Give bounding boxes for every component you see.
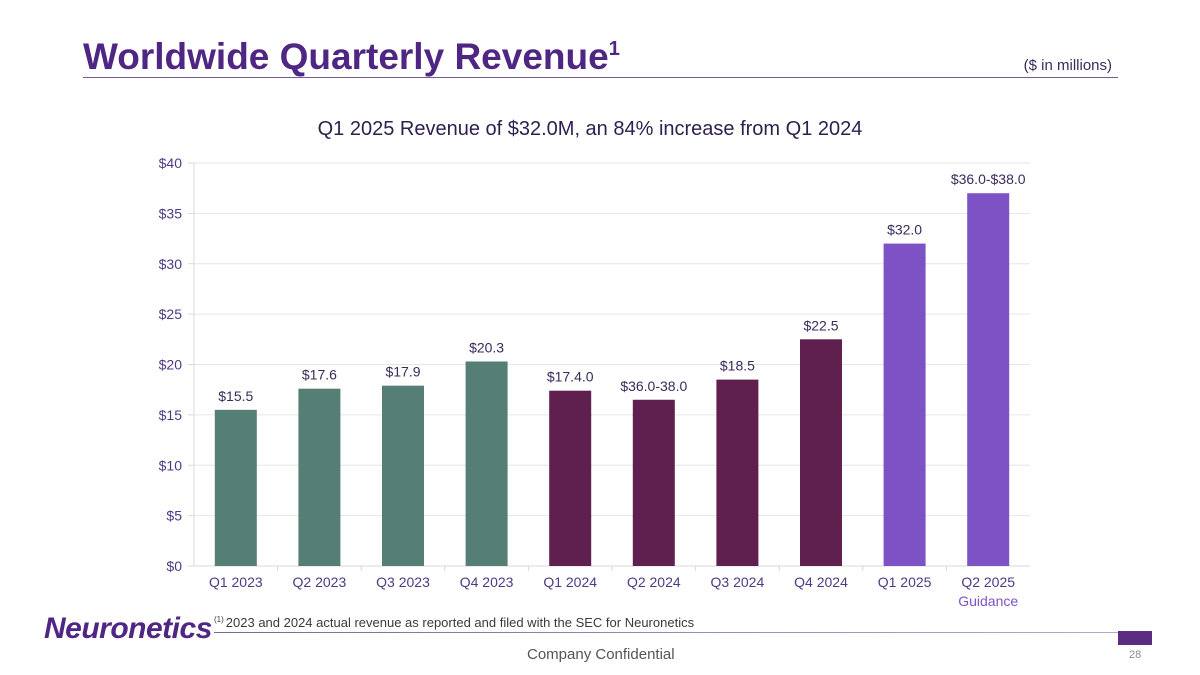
data-label: $32.0 xyxy=(887,222,922,238)
y-tick-label: $30 xyxy=(159,256,183,272)
bar xyxy=(800,339,842,566)
y-tick-label: $40 xyxy=(159,155,183,171)
y-tick-label: $5 xyxy=(166,508,182,524)
y-tick-label: $0 xyxy=(166,558,182,574)
slide-title: Worldwide Quarterly Revenue1 xyxy=(83,36,620,78)
bar xyxy=(716,379,759,566)
bar xyxy=(465,361,508,566)
data-label: $18.5 xyxy=(720,358,755,374)
x-tick-label: Q3 2024 xyxy=(711,574,765,590)
data-label: $17.6 xyxy=(302,367,337,383)
x-tick-label: Q1 2024 xyxy=(543,574,597,590)
bar xyxy=(298,388,341,566)
x-tick-label: Q1 2025 xyxy=(878,574,932,590)
footnote-marker: (1) xyxy=(214,615,224,624)
footnote: (1) 2023 and 2024 actual revenue as repor… xyxy=(214,615,694,630)
y-tick-label: $35 xyxy=(159,205,183,221)
bar xyxy=(549,390,592,566)
x-tick-label: Q1 2023 xyxy=(209,574,263,590)
data-label: $36.0-$38.0 xyxy=(951,171,1026,187)
data-label: $17.4.0 xyxy=(547,369,594,385)
x-tick-label: Q4 2023 xyxy=(460,574,514,590)
title-footnote-marker: 1 xyxy=(608,38,620,60)
y-tick-label: $15 xyxy=(159,407,183,423)
data-label: $20.3 xyxy=(469,339,504,355)
x-tick-label: Q2 2025 xyxy=(961,574,1015,590)
x-tick-sublabel: Guidance xyxy=(958,593,1018,609)
footer-accent-block xyxy=(1118,631,1152,645)
page-number: 28 xyxy=(1129,649,1142,661)
data-label: $36.0-38.0 xyxy=(620,378,687,394)
slide-title-text: Worldwide Quarterly Revenue xyxy=(83,36,609,77)
footnote-text: 2023 and 2024 actual revenue as reported… xyxy=(225,615,695,630)
y-tick-label: $20 xyxy=(159,357,183,373)
bar xyxy=(632,399,675,566)
x-tick-label: Q2 2024 xyxy=(627,574,681,590)
neuronetics-logo: Neuronetics xyxy=(44,612,212,645)
x-tick-label: Q2 2023 xyxy=(293,574,347,590)
data-label: $17.9 xyxy=(385,364,420,380)
data-label: $15.5 xyxy=(218,388,253,404)
footer-divider xyxy=(214,632,1119,633)
data-label: $22.5 xyxy=(803,317,838,333)
units-label: ($ in millions) xyxy=(1023,57,1112,74)
x-tick-label: Q4 2024 xyxy=(794,574,848,590)
bar xyxy=(382,385,424,566)
bar xyxy=(214,409,257,566)
chart-title: Q1 2025 Revenue of $32.0M, an 84% increa… xyxy=(317,118,863,140)
y-tick-label: $10 xyxy=(159,457,183,473)
y-tick-label: $25 xyxy=(159,306,183,322)
bar xyxy=(883,243,926,566)
title-divider xyxy=(83,77,1118,78)
x-tick-label: Q3 2023 xyxy=(376,574,430,590)
bar xyxy=(967,193,1010,566)
confidential-label: Company Confidential xyxy=(527,646,675,663)
